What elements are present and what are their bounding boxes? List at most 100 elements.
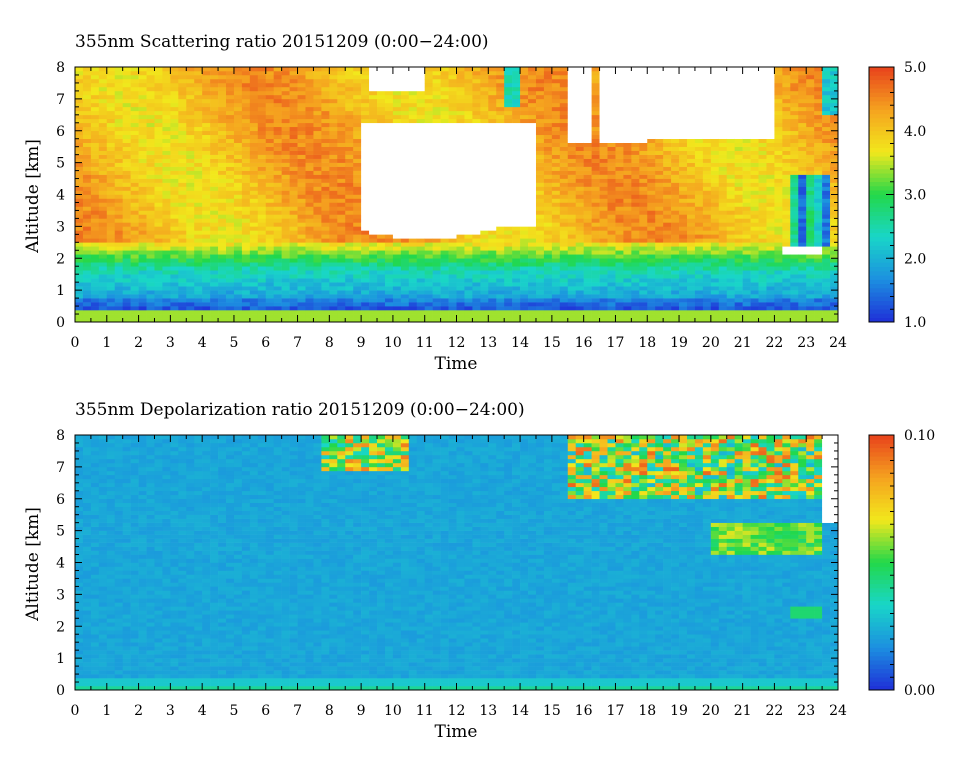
heatmap-cell [655, 154, 664, 159]
heatmap-cell [671, 310, 680, 315]
heatmap-cell [639, 174, 648, 179]
heatmap-cell [384, 218, 394, 223]
heatmap-cell [671, 226, 680, 231]
heatmap-cell [273, 206, 282, 211]
heatmap-cell [591, 202, 600, 207]
heatmap-cell [543, 142, 553, 147]
heatmap-cell [218, 238, 227, 243]
heatmap-cell [75, 202, 84, 207]
heatmap-cell [249, 162, 259, 167]
heatmap-cell [297, 94, 306, 100]
heatmap-cell [456, 90, 465, 96]
heatmap-cell [138, 82, 147, 88]
heatmap-cell [82, 82, 92, 88]
heatmap-cell [265, 234, 274, 239]
heatmap-cell [686, 86, 696, 92]
heatmap-cell [575, 318, 584, 323]
heatmap-cell [321, 106, 330, 112]
heatmap-cell [170, 238, 179, 243]
heatmap-cell [440, 126, 449, 132]
heatmap-cell [456, 126, 465, 132]
heatmap-cell [575, 298, 584, 303]
heatmap-cell [321, 122, 330, 128]
heatmap-cell [82, 98, 92, 104]
heatmap-cell [281, 302, 290, 307]
heatmap-cell [663, 158, 672, 163]
heatmap-cell [639, 282, 648, 287]
heatmap-cell [369, 142, 378, 147]
heatmap-cell [440, 194, 449, 199]
heatmap-cell [440, 254, 449, 259]
heatmap-cell [416, 286, 426, 291]
heatmap-cell [631, 166, 640, 171]
heatmap-cell [154, 170, 163, 175]
heatmap-cell [313, 114, 322, 120]
heatmap-cell [130, 86, 139, 92]
heatmap-cell [170, 278, 179, 283]
heatmap-cell [631, 238, 640, 243]
heatmap-cell [226, 106, 235, 112]
heatmap-cell [504, 130, 513, 136]
heatmap-cell [353, 198, 362, 203]
heatmap-cell [90, 238, 100, 243]
heatmap-cell [249, 186, 259, 191]
heatmap-cell [194, 258, 203, 263]
heatmap-cell [520, 182, 529, 187]
heatmap-cell [361, 262, 370, 267]
heatmap-cell [106, 118, 116, 124]
heatmap-cell [233, 302, 243, 307]
heatmap-cell [639, 290, 648, 295]
heatmap-cell [583, 222, 592, 227]
heatmap-cell [170, 134, 179, 140]
heatmap-cell [504, 122, 513, 128]
heatmap-cell [218, 154, 227, 159]
heatmap-cell [249, 278, 259, 283]
heatmap-cell [607, 94, 616, 100]
heatmap-cell [456, 162, 465, 167]
heatmap-cell [607, 262, 616, 267]
heatmap-cell [488, 246, 497, 251]
heatmap-cell [512, 266, 521, 271]
heatmap-cell [440, 270, 449, 275]
heatmap-cell [448, 70, 457, 76]
heatmap-cell [210, 242, 219, 247]
heatmap-cell [265, 126, 274, 132]
heatmap-cell [520, 218, 529, 223]
heatmap-cell [647, 246, 656, 251]
heatmap-cell [178, 198, 187, 203]
heatmap-cell [257, 310, 267, 315]
heatmap-cell [313, 74, 322, 80]
heatmap-cell [686, 314, 696, 319]
heatmap-cell [456, 258, 465, 263]
heatmap-cell [408, 230, 418, 235]
heatmap-cell [512, 78, 521, 84]
heatmap-cell [480, 150, 489, 155]
heatmap-cell [377, 118, 386, 124]
heatmap-cell [400, 306, 410, 311]
heatmap-cell [210, 226, 219, 231]
heatmap-cell [249, 246, 259, 251]
heatmap-cell [75, 242, 84, 247]
heatmap-cell [671, 214, 680, 219]
heatmap-cell [488, 82, 497, 88]
heatmap-cell [249, 67, 259, 72]
heatmap-cell [512, 202, 521, 207]
heatmap-cell [488, 162, 497, 167]
heatmap-cell [114, 190, 123, 195]
heatmap-cell [623, 206, 632, 211]
heatmap-cell [416, 218, 426, 223]
heatmap-cell [202, 190, 211, 195]
heatmap-cell [233, 74, 243, 80]
heatmap-cell [631, 274, 640, 279]
heatmap-cell [130, 222, 139, 227]
heatmap-cell [408, 258, 418, 263]
heatmap-cell [408, 70, 418, 76]
heatmap-cell [210, 314, 219, 319]
heatmap-cell [639, 274, 648, 279]
heatmap-cell [210, 218, 219, 223]
heatmap-cell [663, 142, 672, 147]
heatmap-cell [226, 94, 235, 100]
heatmap-cell [353, 74, 362, 80]
heatmap-cell [520, 178, 529, 183]
heatmap-cell [361, 182, 370, 187]
